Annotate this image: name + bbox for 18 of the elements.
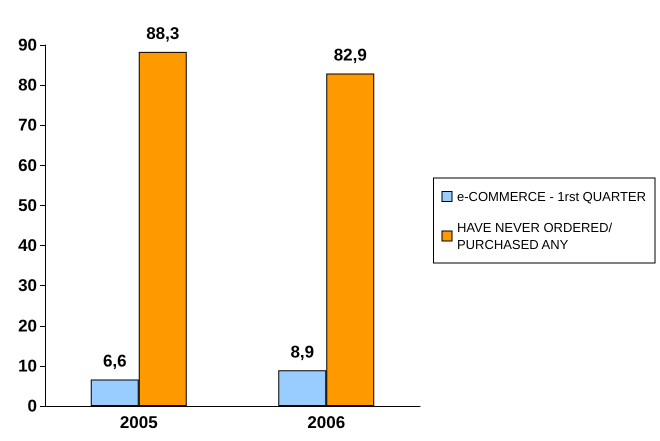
y-tick-label: 80 bbox=[18, 76, 37, 95]
y-tick-label: 0 bbox=[28, 396, 37, 416]
y-tick-label: 20 bbox=[18, 316, 37, 336]
y-tick-label: 30 bbox=[18, 276, 37, 296]
x-tick-label: 2006 bbox=[307, 413, 346, 432]
y-tick-label: 90 bbox=[18, 36, 37, 54]
y-tick-label: 70 bbox=[18, 116, 37, 135]
y-tick-label: 50 bbox=[18, 196, 37, 215]
data-label: 82,9 bbox=[334, 45, 367, 64]
y-tick-label: 60 bbox=[18, 156, 37, 175]
legend-label: HAVE NEVER ORDERED/PURCHASED ANY bbox=[457, 220, 612, 252]
data-label: 6,6 bbox=[102, 352, 127, 371]
y-tick-label: 40 bbox=[18, 236, 37, 256]
y-tick-label: 10 bbox=[18, 356, 37, 376]
x-tick-label: 2005 bbox=[120, 413, 158, 432]
legend-label: e-COMMERCE - 1rst QUARTER bbox=[457, 189, 646, 204]
data-label: 88,3 bbox=[146, 24, 180, 43]
data-label: 8,9 bbox=[290, 342, 314, 362]
